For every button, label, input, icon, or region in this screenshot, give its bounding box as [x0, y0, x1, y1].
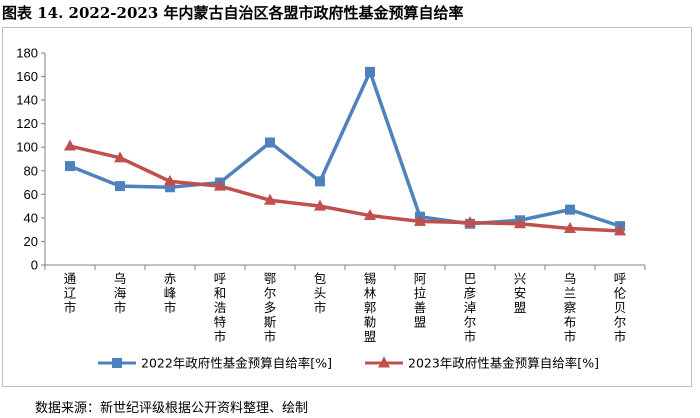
series-1-point: [265, 137, 275, 148]
series-2-point: [464, 216, 476, 228]
x-category-label: 呼和浩特市: [214, 271, 227, 344]
y-tick-label: 180: [16, 46, 38, 61]
x-category-label: 呼伦贝尔市: [614, 271, 627, 344]
series-2-point: [114, 151, 126, 163]
legend-1-label: 2022年政府性基金预算自给率[%]: [141, 356, 332, 371]
x-category-label: 鄂尔多斯市: [264, 271, 277, 344]
x-category-label: 赤峰市: [164, 271, 177, 315]
series-1-point: [165, 182, 175, 193]
x-category-label: 锡林郭勒盟: [364, 271, 377, 344]
series-2-point: [564, 221, 576, 233]
y-tick-label: 0: [31, 258, 38, 273]
legend-1-marker: [112, 358, 122, 368]
y-tick-label: 60: [24, 187, 38, 202]
chart-frame: [2, 27, 692, 387]
x-category-label: 通辽市: [64, 271, 77, 315]
series-1-point: [315, 176, 325, 187]
series-1-line: [69, 70, 621, 228]
series-2-point: [64, 139, 76, 151]
chart-title: 图表 14. 2022-2023 年内蒙古自治区各盟市政府性基金预算自给率: [2, 4, 464, 22]
legend-2-marker: [378, 356, 390, 368]
y-tick-label: 20: [24, 234, 38, 249]
x-category-label: 阿拉善盟: [414, 271, 427, 330]
series-2-point: [214, 179, 226, 191]
legend-2-label: 2023年政府性基金预算自给率[%]: [408, 356, 599, 371]
y-tick-label: 140: [16, 93, 38, 108]
series-2-point: [514, 217, 526, 229]
series-1-point: [65, 161, 75, 172]
x-category-label: 乌海市: [114, 271, 127, 315]
data-source-note: 数据来源：新世纪评级根据公开资料整理、绘制: [35, 401, 309, 416]
series-2-point: [614, 224, 626, 236]
series-2-point: [414, 214, 426, 226]
series-2-point: [314, 199, 326, 211]
x-category-label: 兴安盟: [514, 271, 527, 315]
y-tick-label: 100: [16, 140, 38, 155]
series-2-point: [364, 209, 376, 221]
y-tick-label: 80: [24, 163, 38, 178]
series-2-line: [69, 144, 621, 233]
y-tick-label: 40: [24, 210, 38, 225]
series-1-point: [365, 66, 375, 77]
x-category-label: 包头市: [314, 271, 327, 315]
series-1-point: [565, 204, 575, 215]
series-1-point: [115, 181, 125, 192]
series-2-point: [264, 193, 276, 205]
y-tick-label: 120: [16, 116, 38, 131]
series-2-point: [164, 174, 176, 186]
x-category-label: 乌兰察布市: [564, 271, 577, 344]
x-category-label: 巴彦淖尔市: [464, 271, 477, 344]
y-tick-label: 160: [16, 69, 38, 84]
